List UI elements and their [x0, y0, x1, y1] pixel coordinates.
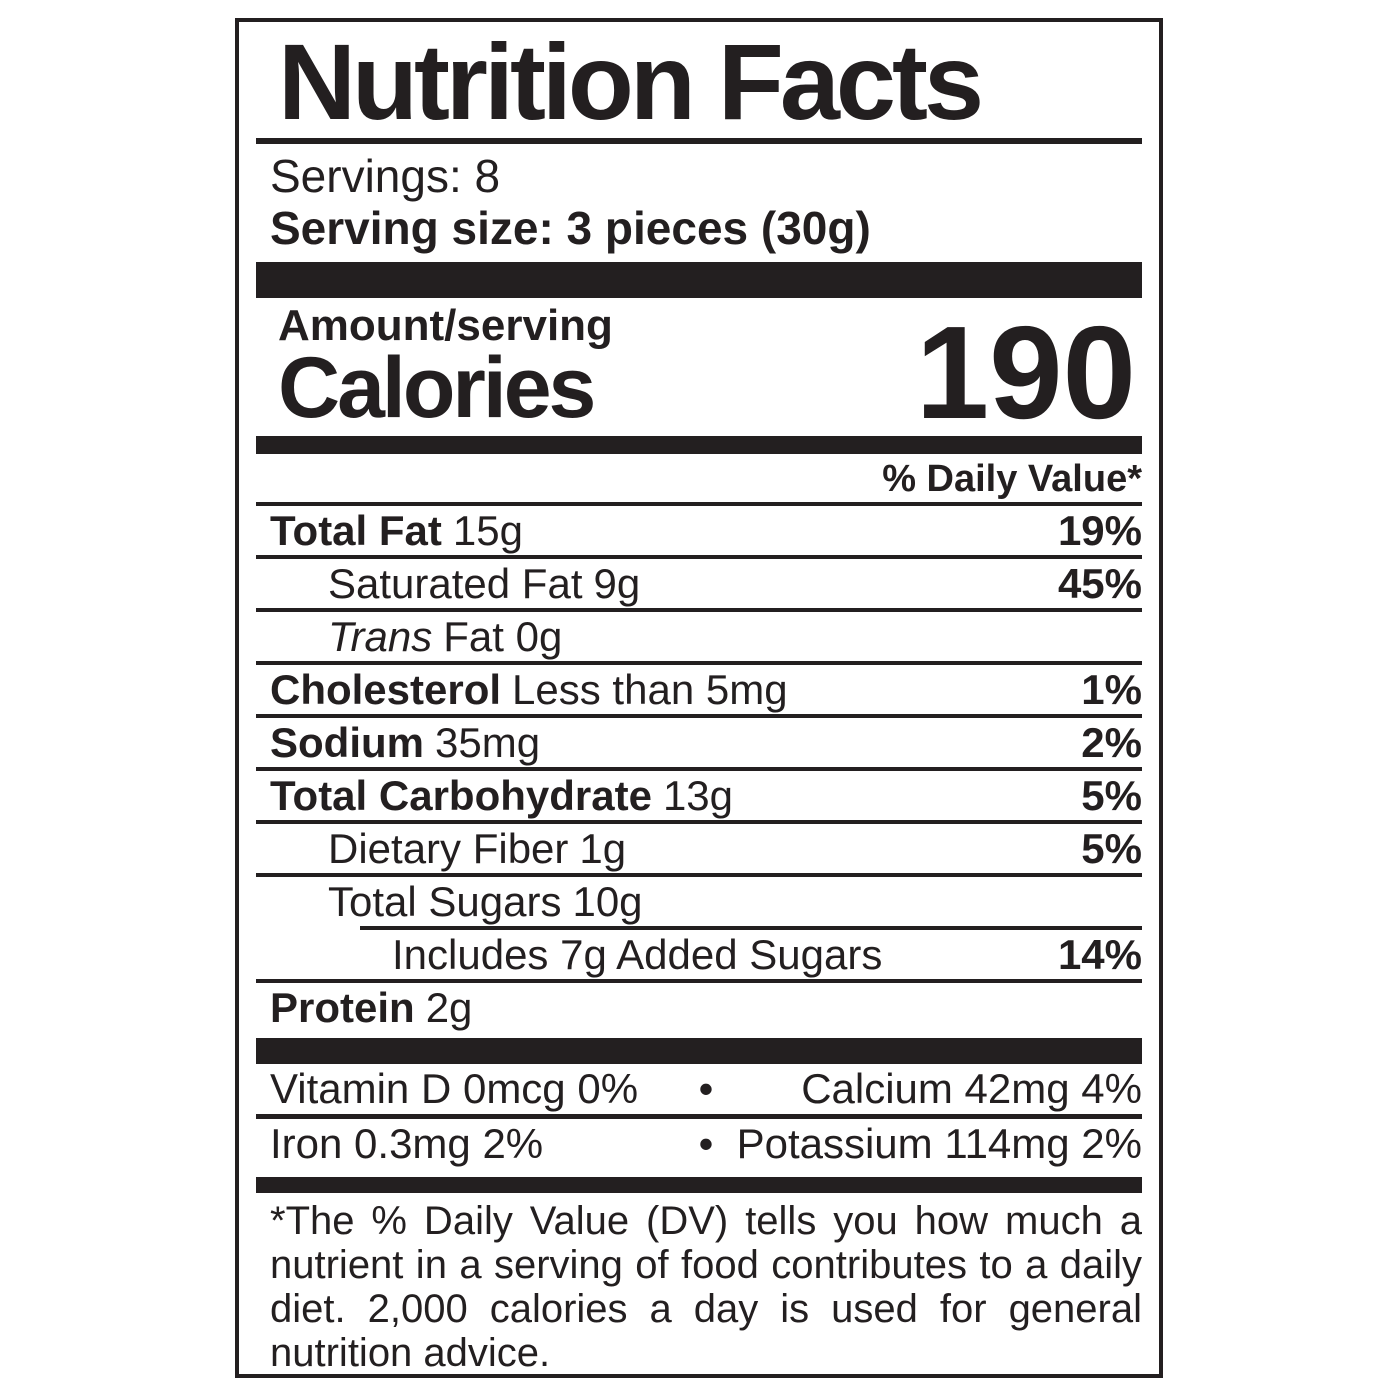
- nutrient-row-trans-fat: Trans Fat 0g: [256, 612, 1142, 665]
- nutrient-row-sodium: Sodium 35mg 2%: [256, 718, 1142, 771]
- thick-divider-middle: [256, 1038, 1142, 1064]
- nutrient-name: Includes 7g Added Sugars: [392, 931, 883, 978]
- bullet-separator: •: [698, 1065, 714, 1112]
- nutrient-daily-value: 45%: [1057, 560, 1142, 607]
- calories-section: Amount/serving Calories 190: [278, 299, 1142, 446]
- added-sugars-divider: [360, 926, 1142, 930]
- nutrient-amount: 13g: [662, 772, 734, 819]
- daily-value-footnote: *The % Daily Value (DV) tells you how mu…: [270, 1199, 1142, 1375]
- daily-value-header: % Daily Value*: [256, 456, 1142, 506]
- nutrient-name: Total Sugars: [328, 878, 562, 925]
- nutrient-row-total-fat: Total Fat 15g 19%: [256, 506, 1142, 559]
- nutrient-amount: 15g: [452, 507, 523, 554]
- potassium-value: Potassium 114mg 2%: [736, 1120, 1142, 1167]
- calories-divider: [256, 436, 1142, 454]
- nutrient-daily-value: 5%: [1081, 772, 1142, 819]
- nutrient-daily-value: 14%: [1057, 931, 1142, 978]
- nutrient-name: Sodium: [270, 719, 424, 766]
- nutrient-name: Total Carbohydrate: [270, 772, 652, 819]
- servings-count: Servings: 8: [270, 150, 501, 202]
- label-title: Nutrition Facts: [278, 21, 984, 142]
- calcium-value: Calcium 42mg 4%: [801, 1065, 1142, 1112]
- calories-label: Calories: [278, 340, 596, 436]
- bullet-separator: •: [698, 1120, 714, 1167]
- thick-divider-top: [256, 262, 1142, 298]
- nutrition-facts-label: Nutrition Facts Servings: 8 Serving size…: [235, 18, 1163, 1378]
- nutrient-row-total-carbohydrate: Total Carbohydrate 13g 5%: [256, 771, 1142, 824]
- nutrient-row-saturated-fat: Saturated Fat 9g 45%: [256, 559, 1142, 612]
- title-divider: [256, 138, 1142, 144]
- nutrient-row-cholesterol: Cholesterol Less than 5mg 1%: [256, 665, 1142, 718]
- iron-value: Iron 0.3mg 2%: [270, 1120, 544, 1167]
- nutrient-daily-value: 5%: [1081, 825, 1142, 872]
- nutrient-amount: Less than 5mg: [512, 666, 788, 713]
- nutrient-name: Trans: [328, 613, 433, 660]
- nutrient-name: Total Fat: [270, 507, 442, 554]
- nutrient-amount: 2g: [425, 984, 473, 1031]
- thick-divider-bottom: [256, 1177, 1142, 1193]
- nutrient-amount: 1g: [579, 825, 627, 872]
- amount-per-serving-label: Amount/serving: [278, 301, 613, 350]
- nutrient-name: Dietary Fiber: [328, 825, 569, 872]
- nutrient-name: Cholesterol: [270, 666, 502, 713]
- nutrient-amount: Fat 0g: [443, 613, 563, 660]
- micronutrient-row-1: Vitamin D 0mcg 0% • Calcium 42mg 4%: [256, 1064, 1142, 1119]
- nutrient-row-added-sugars: Includes 7g Added Sugars 14%: [256, 930, 1142, 983]
- vitamin-d-value: Vitamin D 0mcg 0%: [270, 1065, 639, 1112]
- nutrient-name: Saturated Fat: [328, 560, 583, 607]
- nutrient-amount: 35mg: [435, 719, 541, 766]
- nutrient-daily-value: 1%: [1081, 666, 1142, 713]
- micronutrient-row-2: Iron 0.3mg 2% • Potassium 114mg 2%: [256, 1119, 1142, 1169]
- nutrient-row-protein: Protein 2g: [256, 983, 1142, 1032]
- nutrient-row-total-sugars: Total Sugars 10g: [256, 877, 1142, 926]
- serving-size: Serving size: 3 pieces (30g): [270, 202, 871, 254]
- nutrient-daily-value: 19%: [1057, 507, 1142, 554]
- nutrient-row-dietary-fiber: Dietary Fiber 1g 5%: [256, 824, 1142, 877]
- nutrient-amount: 10g: [572, 878, 643, 925]
- nutrient-daily-value: 2%: [1081, 719, 1142, 766]
- nutrient-name: Protein: [270, 984, 415, 1031]
- calories-value: 190: [915, 299, 1136, 446]
- nutrient-amount: 9g: [593, 560, 641, 607]
